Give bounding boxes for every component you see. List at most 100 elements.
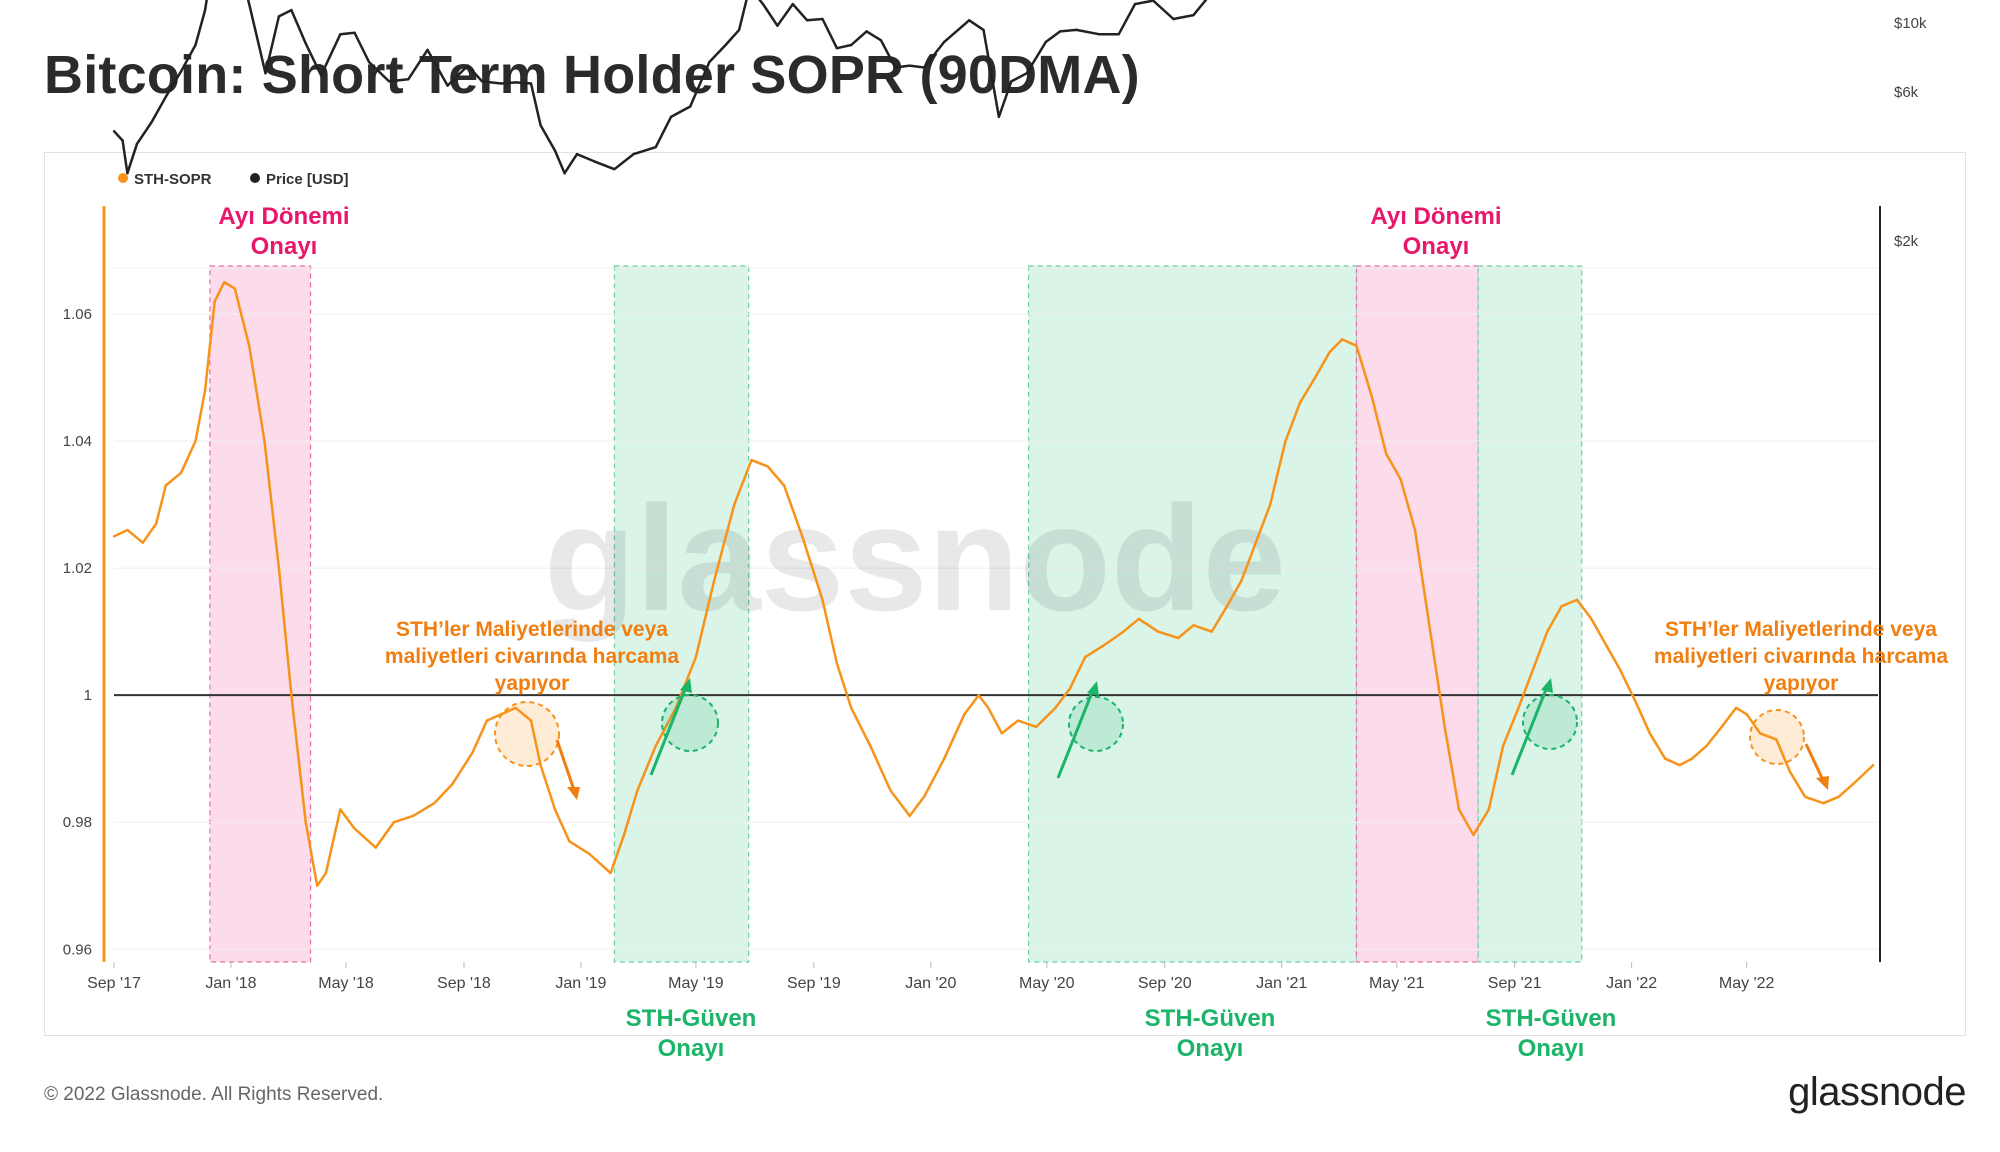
highlight-zones [209, 265, 1583, 963]
confidence-zone-3 [1027, 265, 1358, 963]
x-tick-label: Sep '18 [437, 975, 491, 992]
glassnode-logo: glassnode [1788, 1070, 1966, 1114]
sopr-point [263, 439, 266, 443]
sopr-point [529, 719, 533, 722]
series-price-line [113, 0, 1208, 175]
price-point [480, 80, 484, 83]
sopr-point [963, 713, 966, 716]
confidence-zone-5 [1477, 265, 1583, 963]
sopr-point [1268, 503, 1272, 506]
sopr-point [485, 719, 489, 722]
price-point [1044, 40, 1048, 44]
sopr-point [1472, 833, 1475, 837]
sopr-point [233, 287, 236, 290]
sopr-point [1156, 630, 1160, 633]
sopr-point [733, 503, 736, 506]
sopr-point [164, 484, 167, 487]
price-point [203, 8, 207, 12]
sopr-point [835, 662, 839, 665]
confidence-label-1-line1: STH-Güven [626, 1005, 757, 1032]
sopr-point [1720, 725, 1723, 729]
price-point [982, 28, 985, 32]
spending-circle-1 [494, 701, 560, 767]
sopr-point [539, 763, 542, 767]
x-tick-label: Sep '17 [87, 975, 141, 992]
sopr-point [553, 808, 557, 811]
sopr-point [1240, 579, 1243, 583]
confidence-label-2-line1: STH-Güven [1145, 1005, 1276, 1032]
sopr-point [141, 541, 144, 544]
legend-price-label: Price [USD] [266, 171, 349, 188]
price-point [805, 19, 809, 22]
price-point [529, 82, 533, 85]
price-point [164, 95, 167, 99]
sopr-point [179, 471, 183, 475]
sopr-point [1775, 738, 1778, 741]
sopr-point [1531, 668, 1535, 671]
sopr-point [1068, 687, 1072, 691]
price-point [264, 72, 267, 75]
sopr-point [821, 598, 824, 602]
confidence-label-3-line1: STH-Güven [1486, 1005, 1617, 1032]
annotation-arrows [555, 678, 1829, 800]
sopr-point [392, 821, 396, 824]
sopr-point [636, 789, 639, 792]
sopr-point [1837, 795, 1840, 799]
sopr-point [1634, 700, 1637, 703]
sopr-point [154, 522, 158, 525]
price-point [1075, 28, 1078, 32]
sopr-point [433, 801, 436, 805]
sopr-point [1137, 617, 1141, 621]
sopr-point [1487, 808, 1490, 811]
sopr-point [411, 814, 415, 818]
sopr-point [1035, 725, 1038, 729]
sopr-point [1546, 630, 1549, 633]
price-point [865, 30, 868, 33]
price-point [1152, 0, 1155, 2]
sopr-point [194, 439, 197, 443]
sopr-point [1298, 401, 1302, 405]
sopr-point [112, 535, 116, 538]
sopr-point [1000, 732, 1003, 735]
highlight-circles [494, 694, 1805, 767]
arrow-down-1 [555, 739, 576, 791]
price-point [708, 60, 711, 64]
sopr-point [304, 821, 307, 824]
sopr-point [471, 751, 474, 754]
sopr-point [1225, 605, 1229, 608]
bear-zone-4 [1355, 265, 1479, 963]
sopr-point [1370, 395, 1374, 398]
bear-zone-1 [209, 265, 312, 963]
confidence-zone-2 [613, 265, 750, 963]
sopr-point [1604, 643, 1607, 646]
price-point [304, 42, 307, 45]
sopr-point [316, 884, 319, 887]
price-point [553, 149, 557, 152]
spending-note-1-line3: yapıyor [495, 672, 570, 695]
arrow-up-1 [649, 686, 688, 776]
sopr-point [126, 528, 129, 532]
sopr-point [1517, 706, 1520, 710]
price-point [126, 172, 129, 175]
sopr-point [1399, 477, 1402, 481]
sopr-point [1016, 719, 1020, 722]
x-tick-label: May '19 [668, 975, 724, 992]
price-point [426, 48, 429, 52]
spending-note-2-line1: STH’ler Maliyetlerinde veya [1665, 618, 1937, 641]
price-point [135, 142, 139, 146]
confidence-circle-2 [1068, 696, 1124, 752]
sopr-point [987, 706, 990, 710]
confidence-label-3-line2: Onayı [1518, 1035, 1585, 1062]
price-point [1117, 33, 1120, 36]
price-point [850, 43, 853, 47]
sopr-point [1355, 344, 1358, 347]
price-point [446, 84, 449, 87]
bear-label-1-line2: Onayı [251, 233, 318, 260]
sopr-point [451, 782, 454, 786]
price-point [575, 152, 579, 156]
y-left-tick-label: 1.06 [63, 306, 92, 323]
sopr-point [1734, 706, 1738, 710]
x-tick-label: Sep '20 [1138, 975, 1192, 992]
copyright-footer: © 2022 Glassnode. All Rights Reserved. [44, 1084, 384, 1105]
spending-note-2-line3: yapıyor [1764, 672, 1839, 695]
